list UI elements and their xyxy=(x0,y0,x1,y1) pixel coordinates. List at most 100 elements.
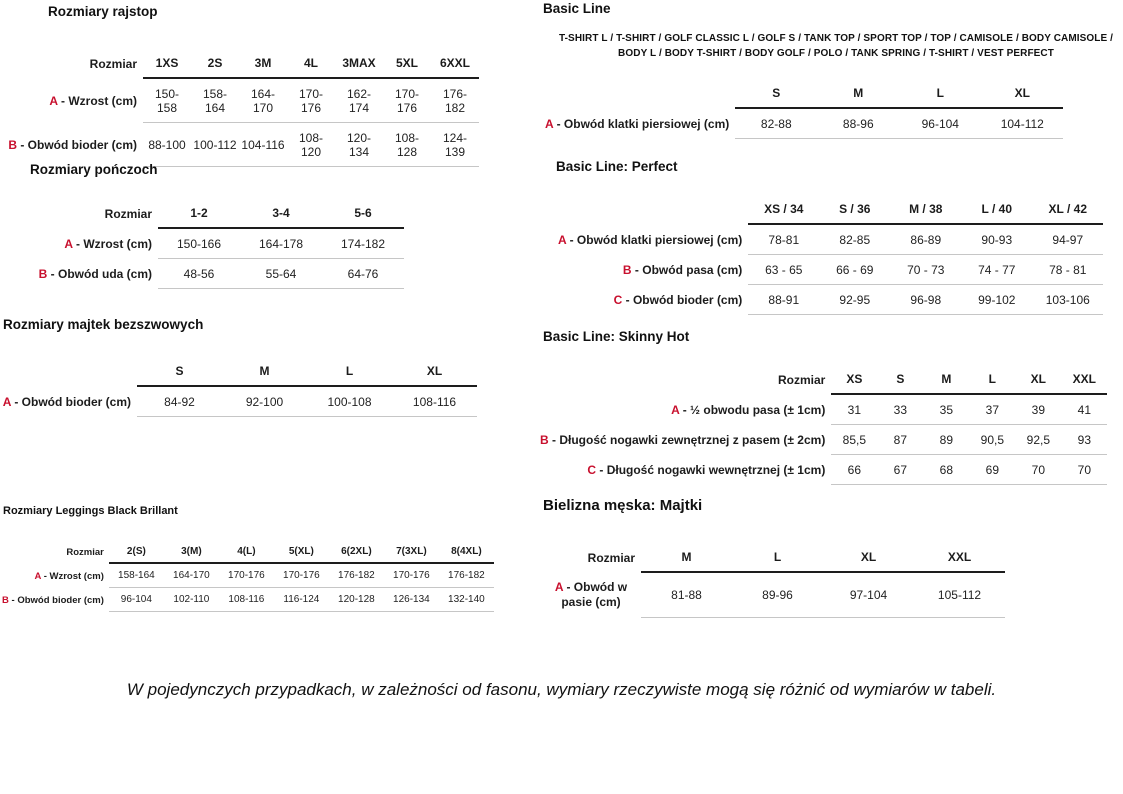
table-row: A - Obwód klatki piersiowej (cm) 78-81 82-… xyxy=(558,224,1104,255)
cell-value: 104-116 xyxy=(239,122,287,167)
cell-value: 158-164 xyxy=(108,563,164,588)
cell-value: 63 - 65 xyxy=(748,254,820,285)
cell-value: 33 xyxy=(877,394,924,425)
column-header: L xyxy=(969,364,1016,395)
table-corner-label xyxy=(558,194,748,224)
column-header: L xyxy=(899,78,982,109)
cell-value: 37 xyxy=(969,394,1016,425)
cell-value: 94-97 xyxy=(1032,224,1104,255)
cell-value: 88-96 xyxy=(817,108,900,139)
cell-value: 96-104 xyxy=(899,108,982,139)
row-label: C - Długość nogawki wewnętrznej (± 1cm) xyxy=(587,463,826,477)
table-corner-label: Rozmiar xyxy=(777,372,826,387)
size-table: Rozmiar 1XS 2S 3M 4L 3MAX 5XL 6XXL A - Wzrost (c… xyxy=(3,48,479,167)
column-header: 6(2XL) xyxy=(328,538,384,564)
section-title-rajstop: Rozmiary rajstop xyxy=(48,4,158,19)
column-header: M xyxy=(923,364,970,395)
cell-value: 82-88 xyxy=(735,108,818,139)
table-corner-label: Rozmiar xyxy=(66,546,104,558)
cell-value: 70 xyxy=(1061,454,1108,485)
size-table-bielizna-meska-majtki: Rozmiar M L XL XXL A - Obwód w pasie (cm) 81-8… xyxy=(545,542,1005,618)
size-table-leggings: Rozmiar 2(S) 3(M) 4(L) 5(XL) 6(2XL) 7(3XL) 8(4X… xyxy=(2,538,494,612)
section-title-majtek-bezszwowych: Rozmiary majtek bezszwowych xyxy=(3,317,204,332)
measure-letter: B xyxy=(8,138,17,152)
cell-value: 100-108 xyxy=(307,386,392,417)
footer-disclaimer-note: W pojedynczych przypadkach, w zależności… xyxy=(126,680,997,699)
size-table: S M L XL A - Obwód bioder (cm) 84-92 92-100 100… xyxy=(0,356,477,417)
measure-letter: B xyxy=(2,595,9,606)
column-header: XL xyxy=(1015,364,1062,395)
cell-value: 78-81 xyxy=(748,224,820,255)
column-header: S xyxy=(137,356,222,387)
column-header: XL xyxy=(392,356,477,387)
basic-line-product-list: T-SHIRT L / T-SHIRT / GOLF CLASSIC L / G… xyxy=(558,33,1114,59)
table-row: B - Długość nogawki zewnętrznej z pasem … xyxy=(540,424,1108,455)
size-table: XS / 34 S / 36 M / 38 L / 40 XL / 42 A - Obwó… xyxy=(558,194,1104,315)
cell-value: 102-110 xyxy=(163,587,219,612)
column-header: 2S xyxy=(191,48,239,79)
row-label: B - Obwód pasa (cm) xyxy=(622,263,743,277)
cell-value: 96-98 xyxy=(890,284,962,315)
row-label: B - Obwód bioder (cm) xyxy=(8,138,137,152)
table-row: A - ½ obwodu pasa (± 1cm) 31 33 35 37 39 41 xyxy=(540,394,1108,425)
header-row: Rozmiar XS S M L XL XXL xyxy=(540,364,1108,395)
measure-letter: B xyxy=(540,433,549,447)
column-header: 4(L) xyxy=(218,538,274,564)
table-row: C - Obwód bioder (cm) 88-91 92-95 96-98 99-1… xyxy=(558,284,1104,315)
table-row: A - Wzrost (cm) 150-158 158-164 164-170 170-… xyxy=(3,78,479,123)
section-title-bielizna-meska-majtki: Bielizna męska: Majtki xyxy=(543,497,703,514)
cell-value: 70 - 73 xyxy=(890,254,962,285)
row-label: A - ½ obwodu pasa (± 1cm) xyxy=(671,402,826,417)
row-label: B - Długość nogawki zewnętrznej z pasem … xyxy=(540,433,826,447)
cell-value: 84-92 xyxy=(137,386,222,417)
cell-value: 108-120 xyxy=(287,122,335,167)
section-title-basic-line: Basic Line xyxy=(543,1,611,16)
size-table: S M L XL A - Obwód klatki piersiowej (cm) 82-… xyxy=(545,78,1064,139)
cell-value: 86-89 xyxy=(890,224,962,255)
header-row: Rozmiar 2(S) 3(M) 4(L) 5(XL) 6(2XL) 7(3XL) 8(4X… xyxy=(2,538,494,564)
cell-value: 82-85 xyxy=(819,224,891,255)
cell-value: 174-182 xyxy=(322,228,404,259)
measure-letter: A xyxy=(554,580,564,594)
cell-value: 132-140 xyxy=(438,587,494,612)
cell-value: 126-134 xyxy=(383,587,439,612)
column-header: L / 40 xyxy=(961,194,1033,225)
section-title-ponczoch: Rozmiary pończoch xyxy=(30,162,158,177)
table-row: B - Obwód pasa (cm) 63 - 65 66 - 69 70 - 73… xyxy=(558,254,1104,285)
cell-value: 68 xyxy=(923,454,970,485)
cell-value: 88-100 xyxy=(143,122,191,167)
cell-value: 164-178 xyxy=(240,228,322,259)
measure-letter: B xyxy=(38,267,48,281)
table-row: A - Wzrost (cm) 150-166 164-178 174-182 xyxy=(33,228,404,259)
measure-letter: A xyxy=(2,394,11,409)
size-table-ponczoch: Rozmiar 1-2 3-4 5-6 A - Wzrost (cm) 150-166 16… xyxy=(33,198,404,289)
cell-value: 105-112 xyxy=(914,572,1005,618)
column-header: 7(3XL) xyxy=(383,538,439,564)
row-label: C - Obwód bioder (cm) xyxy=(613,293,743,307)
header-row: Rozmiar 1-2 3-4 5-6 xyxy=(33,198,404,229)
cell-value: 89-96 xyxy=(732,572,823,618)
column-header: 3-4 xyxy=(240,198,322,229)
cell-value: 170-176 xyxy=(287,78,335,123)
cell-value: 92,5 xyxy=(1015,424,1062,455)
cell-value: 90,5 xyxy=(969,424,1016,455)
size-table-rajstop: Rozmiar 1XS 2S 3M 4L 3MAX 5XL 6XXL A - Wzrost (c… xyxy=(3,48,479,167)
table-row: B - Obwód bioder (cm) 88-100 100-112 104-11… xyxy=(3,122,479,167)
cell-value: 124-139 xyxy=(431,122,479,167)
column-header: 1-2 xyxy=(158,198,240,229)
column-header: 5XL xyxy=(383,48,431,79)
cell-value: 93 xyxy=(1061,424,1108,455)
cell-value: 176-182 xyxy=(431,78,479,123)
cell-value: 31 xyxy=(831,394,878,425)
row-label: B - Obwód bioder (cm) xyxy=(2,595,104,606)
cell-value: 90-93 xyxy=(961,224,1033,255)
cell-value: 48-56 xyxy=(158,258,240,289)
column-header: L xyxy=(732,542,823,573)
column-header: 3MAX xyxy=(335,48,383,79)
column-header: M xyxy=(641,542,732,573)
header-row: Rozmiar M L XL XXL xyxy=(545,542,1005,573)
column-header: XXL xyxy=(914,542,1005,573)
cell-value: 85,5 xyxy=(831,424,878,455)
cell-value: 176-182 xyxy=(438,563,494,588)
size-table-majtek-bezszwowych: S M L XL A - Obwód bioder (cm) 84-92 92-100 100… xyxy=(0,356,477,417)
